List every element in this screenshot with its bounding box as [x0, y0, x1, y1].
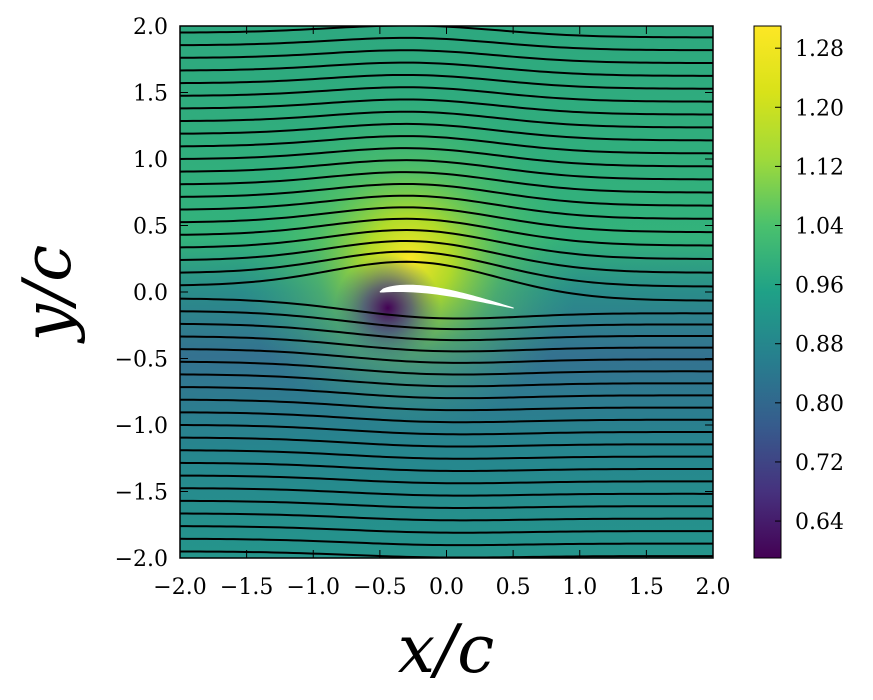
streamline	[180, 436, 713, 448]
streamline	[180, 487, 713, 497]
streamline	[180, 159, 713, 181]
y-axis-ticks: 2.0 1.5 1.0 0.5 0.0 −0.5 −1.0 −1.5 −2.0	[115, 15, 713, 572]
streamline	[180, 411, 713, 424]
streamline	[180, 360, 713, 376]
colorbar-ticks: 1.28 1.20 1.12 1.04 0.96 0.88 0.80 0.72 0.64	[775, 37, 844, 535]
y-tick-label: 2.0	[133, 15, 168, 40]
y-tick-label: 1.5	[133, 82, 168, 107]
streamline	[180, 98, 713, 116]
x-tick-label: 1.0	[562, 575, 597, 600]
colorbar	[753, 25, 782, 559]
colorbar-tick-label: 0.88	[795, 333, 844, 358]
streamline	[180, 171, 713, 194]
streamline	[180, 386, 713, 400]
colorbar-tick-label: 0.64	[795, 510, 844, 535]
streamline	[180, 86, 713, 103]
x-axis-label: x/c	[398, 611, 494, 688]
streamline	[180, 135, 713, 155]
streamline	[180, 240, 713, 274]
x-tick-label: 0.0	[429, 575, 464, 600]
streamline	[180, 499, 713, 509]
x-tick-label: −1.0	[287, 575, 340, 600]
streamline	[180, 461, 713, 472]
x-tick-label: 0.5	[496, 575, 531, 600]
streamline	[180, 147, 713, 168]
y-tick-label: −1.0	[115, 414, 168, 439]
streamline	[180, 206, 713, 234]
streamline	[180, 36, 713, 52]
x-tick-label: −1.5	[220, 575, 273, 600]
colorbar-tick-label: 1.12	[795, 155, 844, 180]
y-tick-label: −1.5	[115, 481, 168, 506]
y-tick-label: 0.5	[133, 215, 168, 240]
streamline	[180, 182, 713, 207]
streamline	[180, 61, 713, 77]
plot-area	[180, 26, 713, 558]
streamline	[180, 194, 713, 220]
x-axis-ticks: −2.0 −1.5 −1.0 −0.5 0.0 0.5 1.0 1.5 2.0	[153, 26, 731, 600]
colorbar-tick-label: 0.80	[795, 392, 844, 417]
streamline	[180, 322, 713, 342]
streamline	[180, 335, 713, 353]
streamline	[180, 229, 713, 260]
y-axis-label: y/c	[9, 245, 86, 345]
streamline	[180, 122, 713, 142]
x-tick-label: −2.0	[153, 575, 206, 600]
streamline	[180, 512, 713, 522]
streamline	[180, 217, 713, 247]
streamline	[180, 110, 713, 129]
streamline	[180, 250, 713, 288]
y-tick-label: −2.0	[115, 547, 168, 572]
colorbar-tick-label: 1.20	[795, 96, 844, 121]
y-tick-label: 1.0	[133, 148, 168, 173]
colorbar-tick-label: 1.28	[795, 37, 844, 62]
streamline	[180, 424, 713, 436]
y-tick-label: −0.5	[115, 348, 168, 373]
streamline	[180, 474, 713, 485]
streamline	[180, 310, 713, 331]
streamline	[180, 348, 713, 364]
streamline	[180, 260, 713, 302]
streamline	[180, 373, 713, 388]
streamline	[180, 297, 713, 320]
streamline	[180, 49, 713, 65]
streamline	[180, 73, 713, 90]
x-tick-label: 2.0	[696, 575, 731, 600]
colorbar-tick-label: 1.04	[795, 215, 844, 240]
streamline	[180, 525, 713, 534]
x-tick-label: −0.5	[353, 575, 406, 600]
x-tick-label: 1.5	[629, 575, 664, 600]
colorbar-tick-label: 0.96	[795, 274, 844, 299]
streamline	[180, 449, 713, 460]
colorbar-tick-label: 0.72	[795, 451, 844, 476]
y-tick-label: 0.0	[133, 281, 168, 306]
streamline	[180, 398, 713, 412]
airfoil	[379, 284, 514, 309]
streamline	[180, 537, 713, 547]
